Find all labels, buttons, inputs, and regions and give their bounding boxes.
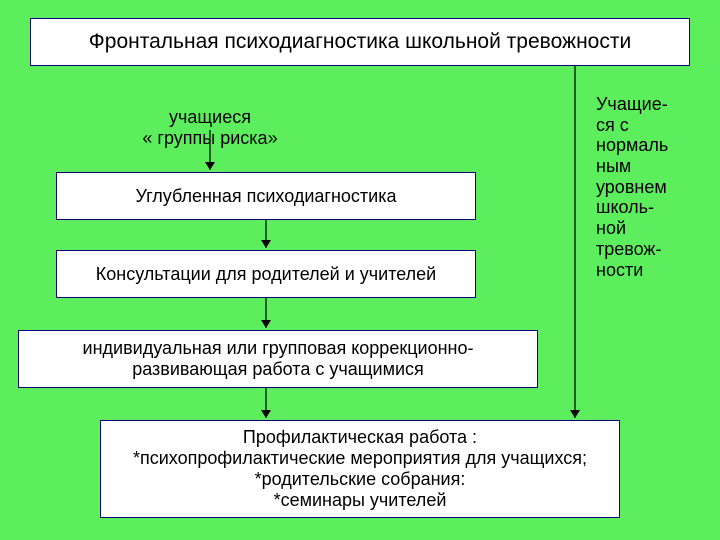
deep-diagnostics-text: Углубленная психодиагностика (135, 186, 396, 207)
risk-group-text: учащиеся « группы риска» (142, 107, 277, 148)
risk-group-label: учащиеся « группы риска» (110, 86, 310, 149)
prophylactic-text: Профилактическая работа : *психопрофилак… (133, 427, 587, 511)
title-text: Фронтальная психодиагностика школьной тр… (89, 30, 631, 54)
consultations-box: Консультации для родителей и учителей (56, 250, 476, 298)
individual-work-box: индивидуальная или групповая коррекционн… (18, 330, 538, 388)
deep-diagnostics-box: Углубленная психодиагностика (56, 172, 476, 220)
title-box: Фронтальная психодиагностика школьной тр… (30, 18, 690, 66)
consultations-text: Консультации для родителей и учителей (96, 264, 436, 285)
normal-level-text: Учащие- ся с нормаль ным уровнем школь- … (596, 94, 668, 280)
normal-level-text-block: Учащие- ся с нормаль ным уровнем школь- … (596, 94, 706, 280)
prophylactic-box: Профилактическая работа : *психопрофилак… (100, 420, 620, 518)
individual-work-text: индивидуальная или групповая коррекционн… (29, 338, 527, 380)
